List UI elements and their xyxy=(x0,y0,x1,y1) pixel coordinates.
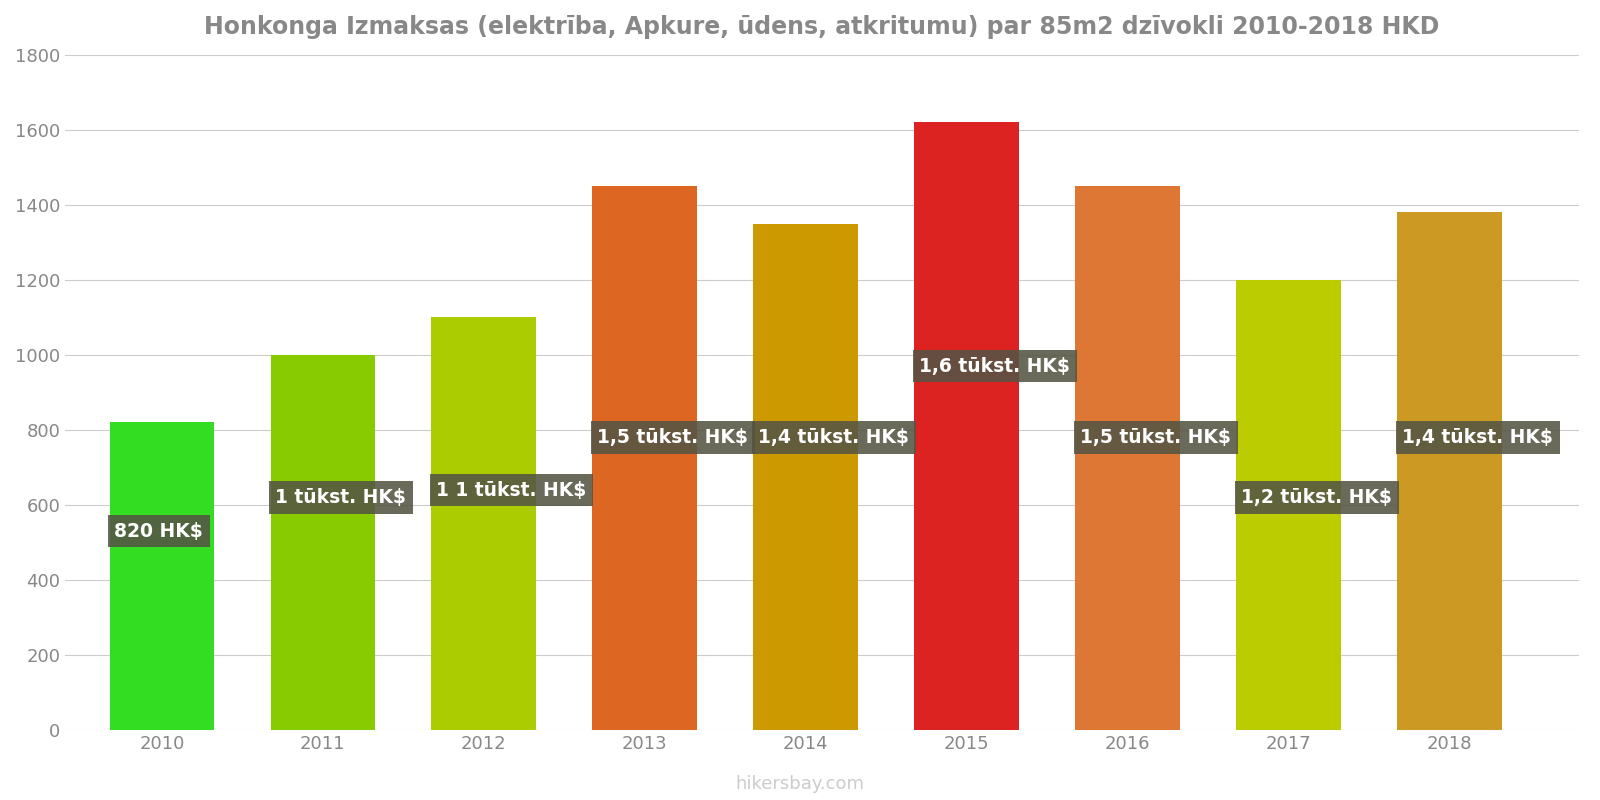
Bar xyxy=(432,318,536,730)
Bar xyxy=(592,186,698,730)
Text: hikersbay.com: hikersbay.com xyxy=(736,775,864,793)
Text: 1,6 tūkst. HK$: 1,6 tūkst. HK$ xyxy=(920,357,1070,376)
Bar xyxy=(1237,280,1341,730)
Bar xyxy=(1075,186,1181,730)
Bar xyxy=(270,355,374,730)
Text: 1,5 tūkst. HK$: 1,5 tūkst. HK$ xyxy=(597,428,749,447)
Bar xyxy=(754,224,858,730)
Text: 1,4 tūkst. HK$: 1,4 tūkst. HK$ xyxy=(758,428,909,447)
Title: Honkonga Izmaksas (elektrība, Apkure, ūdens, atkritumu) par 85m2 dzīvokli 2010-2: Honkonga Izmaksas (elektrība, Apkure, ūd… xyxy=(205,15,1440,39)
Text: 1,5 tūkst. HK$: 1,5 tūkst. HK$ xyxy=(1080,428,1230,447)
Bar xyxy=(109,422,214,730)
Bar xyxy=(915,122,1019,730)
Text: 1 1 tūkst. HK$: 1 1 tūkst. HK$ xyxy=(437,481,587,499)
Text: 1 tūkst. HK$: 1 tūkst. HK$ xyxy=(275,488,406,507)
Text: 1,2 tūkst. HK$: 1,2 tūkst. HK$ xyxy=(1242,488,1392,507)
Text: 1,4 tūkst. HK$: 1,4 tūkst. HK$ xyxy=(1402,428,1554,447)
Bar xyxy=(1397,213,1502,730)
Text: 820 HK$: 820 HK$ xyxy=(114,522,203,541)
